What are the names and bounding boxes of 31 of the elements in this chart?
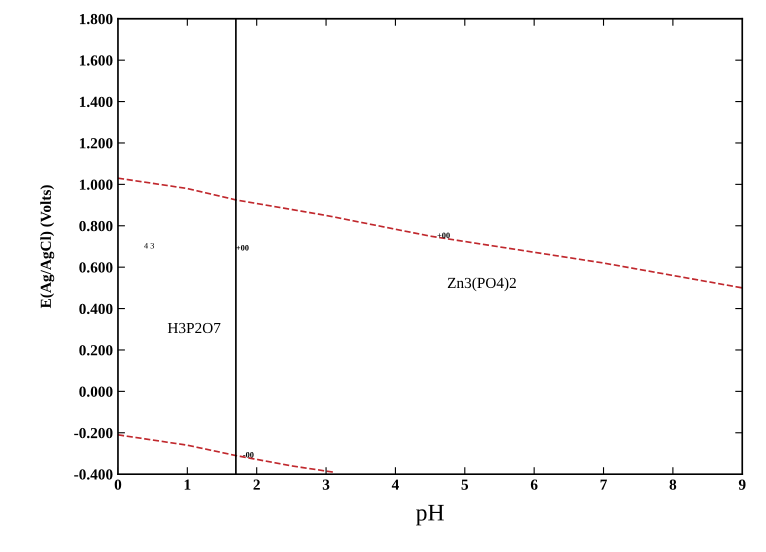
- y-tick-label: 0.400: [79, 304, 113, 314]
- x-tick-label: 8: [670, 479, 676, 490]
- y-tick-label: -0.400: [74, 469, 113, 480]
- y-tick-label: 1.600: [80, 55, 113, 66]
- line-series: [118, 434, 334, 473]
- x-tick-label: 6: [530, 480, 538, 490]
- y-tick-label: 0.800: [79, 220, 113, 232]
- y-tick-label: 1.200: [80, 138, 113, 148]
- y-axis-title: E(Ag/AgCl) (Volts): [40, 185, 54, 308]
- x-axis-title: pH: [416, 504, 444, 526]
- x-tick-label: 0: [114, 479, 122, 490]
- x-tick-label: 5: [462, 480, 468, 490]
- x-tick-label: 2: [254, 480, 260, 490]
- annotation: +00: [437, 232, 450, 238]
- y-tick-label: 1.400: [80, 96, 113, 108]
- x-tick-label: 9: [738, 480, 746, 490]
- x-tick-label: 4: [392, 480, 399, 490]
- annotation: -00: [243, 452, 254, 458]
- annotation: 4 3: [144, 242, 154, 249]
- y-tick-label: 1.000: [80, 180, 113, 190]
- y-tick-label: 1.800: [80, 14, 113, 24]
- annotation: Zn3(PO4)2: [448, 277, 516, 292]
- x-tick-label: 7: [600, 480, 607, 490]
- y-tick-label: 0.200: [79, 345, 113, 356]
- y-tick-label: 0.600: [79, 262, 113, 273]
- y-tick-label: -0.200: [74, 428, 113, 438]
- x-tick-label: 1: [184, 480, 190, 490]
- annotation: +00: [236, 245, 249, 251]
- x-tick-label: 3: [322, 480, 330, 490]
- y-tick-label: 0.000: [79, 386, 113, 397]
- annotation: H3P2O7: [168, 322, 220, 334]
